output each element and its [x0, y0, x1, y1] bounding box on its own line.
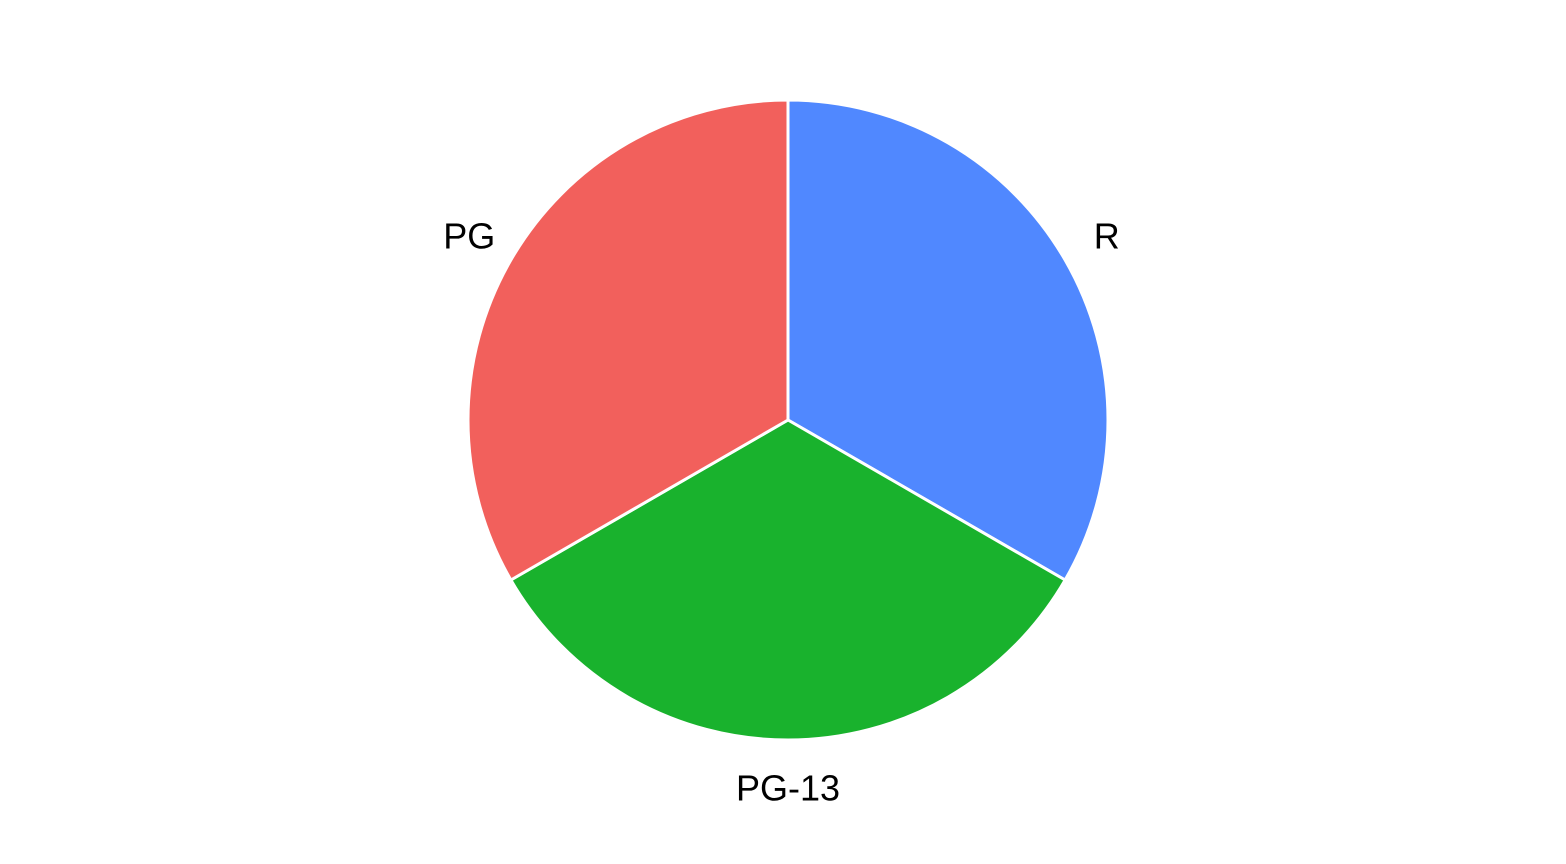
pie-labels: R PG-13 PG — [443, 216, 1119, 809]
pie-slice-pg-13 — [509, 418, 1067, 742]
pie-slices — [466, 98, 1110, 742]
pie-label-pg: PG — [443, 216, 495, 257]
pie-slice-r — [786, 98, 1110, 582]
pie-slice-pg — [466, 98, 790, 582]
pie-label-r: R — [1094, 216, 1120, 257]
pie-label-pg-13: PG-13 — [736, 768, 840, 809]
